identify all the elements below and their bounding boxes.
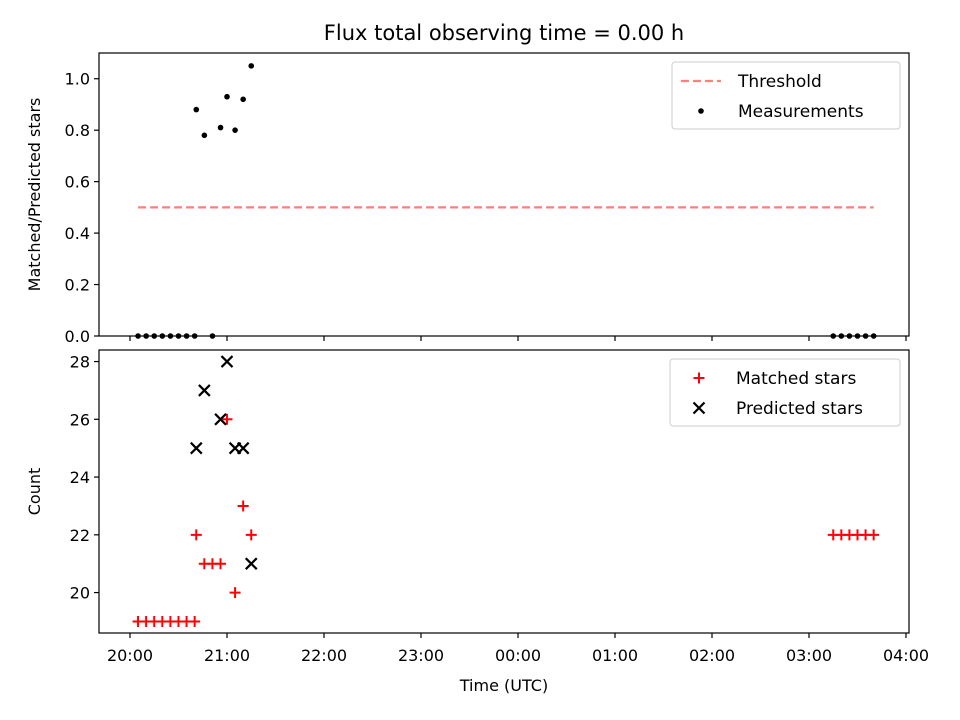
y-tick-label: 22	[70, 526, 90, 545]
series-predicted-stars	[190, 355, 258, 570]
matched-star-point	[237, 500, 249, 512]
x-tick-label: 02:00	[689, 646, 735, 665]
y-tick-label: 20	[70, 584, 90, 603]
y-tick-label: 0.2	[65, 276, 90, 295]
measurement-point	[232, 127, 238, 133]
measurement-point	[201, 132, 208, 139]
legend-box	[671, 61, 901, 130]
figure-title: Flux total observing time = 0.00 h	[324, 21, 684, 45]
predicted-star-point	[220, 355, 234, 368]
predicted-star-point	[190, 441, 203, 455]
legend: Threshold Measurements	[671, 61, 901, 130]
y-axis-label: Matched/Predicted stars	[25, 98, 44, 292]
x-tick-label: 21:00	[204, 646, 250, 665]
legend-entry-label: Threshold	[737, 72, 822, 92]
matched-star-point	[245, 529, 257, 541]
x-tick-label: 03:00	[786, 646, 832, 665]
x-tick-label: 01:00	[592, 646, 638, 665]
y-tick-label: 28	[70, 353, 90, 372]
matched-star-point	[229, 587, 241, 599]
predicted-star-point	[214, 413, 227, 426]
matched-star-point	[189, 615, 201, 627]
matched-star-point	[190, 529, 202, 541]
legend-entry-label: Matched stars	[736, 369, 856, 389]
legend-predicted-handle	[692, 401, 706, 415]
x-axis-label: Time (UTC)	[459, 676, 548, 695]
matched-star-point	[215, 558, 227, 570]
legend-entry-label: Measurements	[738, 102, 864, 122]
x-tick-label: 00:00	[495, 646, 541, 665]
measurement-point	[217, 124, 224, 131]
y-tick-label: 0.6	[65, 173, 90, 192]
top-panel-flux-ratio: 0.0 0.2 0.4 0.6 0.8 1.0 Matched/Predicted star…	[25, 52, 910, 346]
y-tick-label: 1.0	[65, 70, 90, 89]
axes-frame	[98, 349, 910, 634]
predicted-star-point	[236, 441, 250, 455]
measurement-point	[248, 63, 255, 69]
y-tick-label: 26	[70, 410, 90, 429]
measurement-point	[193, 106, 200, 113]
y-tick-label: 0.4	[65, 224, 90, 243]
matched-star-point	[868, 529, 880, 541]
x-tick-label: 20:00	[107, 646, 153, 665]
y-axis-label: Count	[25, 468, 44, 516]
bottom-panel-star-counts: 20 22 24 26 28 20:00 21:00 22:00 23:00 00:00 01:00…	[25, 349, 929, 695]
predicted-star-point	[198, 384, 211, 397]
matched-star-point	[221, 413, 233, 425]
measurement-point	[224, 93, 230, 100]
x-tick-label: 23:00	[398, 646, 444, 665]
y-tick-label: 0.8	[65, 121, 90, 140]
x-tick-label: 04:00	[883, 646, 929, 665]
legend-entry-label: Predicted stars	[736, 399, 863, 419]
y-tick-label: 24	[70, 468, 90, 487]
legend-measurement-handle	[698, 108, 704, 114]
measurement-point	[240, 96, 246, 103]
predicted-star-point	[244, 557, 258, 570]
legend: Matched stars Predicted stars	[669, 358, 901, 427]
x-tick-label: 22:00	[301, 646, 347, 665]
axes-frame	[98, 52, 910, 337]
y-tick-label: 0.0	[65, 327, 90, 346]
legend-box	[669, 358, 901, 427]
series-matched-stars	[132, 413, 880, 627]
legend-matched-handle	[693, 372, 705, 384]
